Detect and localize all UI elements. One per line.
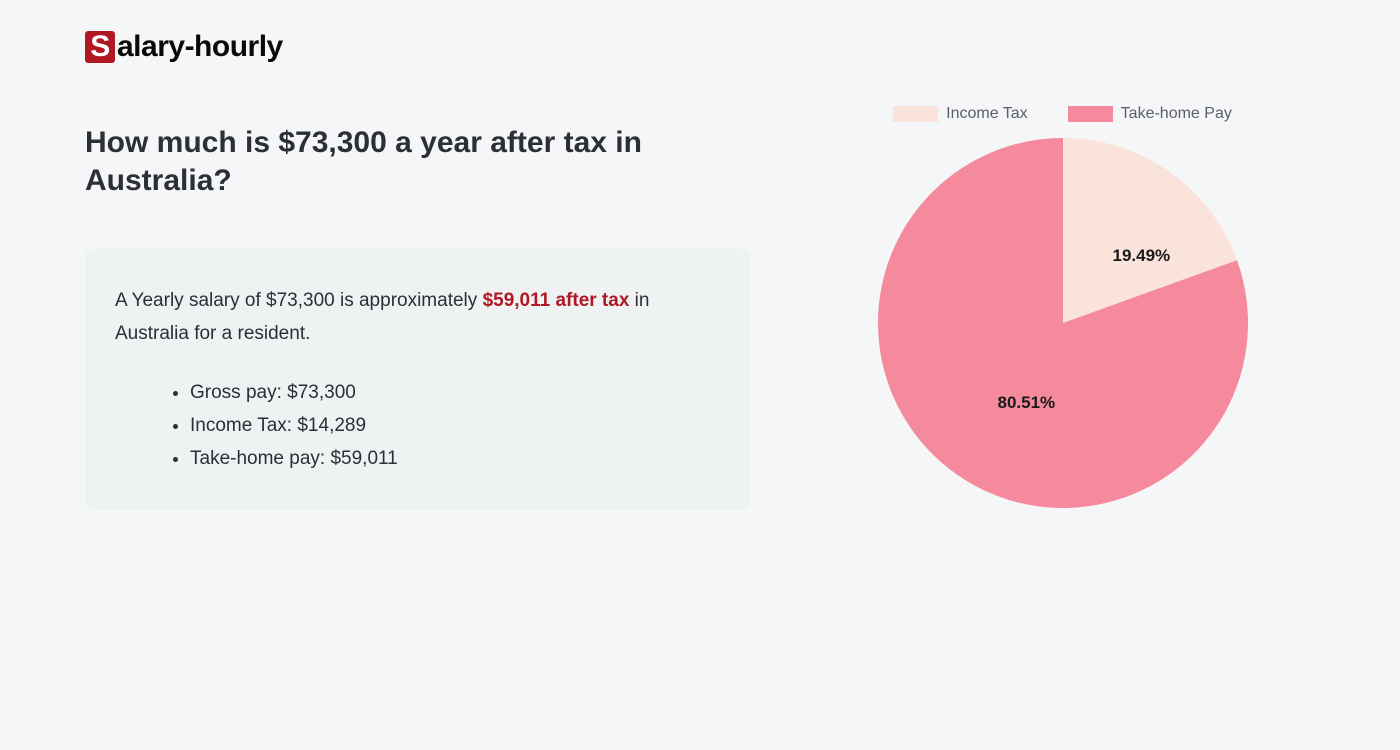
list-item: Income Tax: $14,289 (190, 409, 720, 442)
page-container: Salary-hourly How much is $73,300 a year… (0, 0, 1400, 540)
chart-legend: Income Tax Take-home Pay (810, 105, 1315, 123)
site-logo: Salary-hourly (85, 30, 750, 64)
breakdown-list: Gross pay: $73,300 Income Tax: $14,289 T… (115, 376, 720, 476)
legend-item-income-tax: Income Tax (893, 105, 1028, 123)
pie-label-income-tax: 19.49% (1113, 246, 1171, 266)
logo-badge: S (85, 31, 115, 63)
summary-text: A Yearly salary of $73,300 is approximat… (115, 284, 720, 351)
legend-label: Income Tax (946, 105, 1028, 123)
logo-text: alary-hourly (117, 30, 283, 64)
list-item: Take-home pay: $59,011 (190, 442, 720, 475)
page-title: How much is $73,300 a year after tax in … (85, 124, 750, 199)
left-column: Salary-hourly How much is $73,300 a year… (85, 30, 750, 510)
legend-swatch (893, 106, 938, 122)
list-item: Gross pay: $73,300 (190, 376, 720, 409)
summary-box: A Yearly salary of $73,300 is approximat… (85, 249, 750, 510)
legend-label: Take-home Pay (1121, 105, 1232, 123)
legend-item-take-home: Take-home Pay (1068, 105, 1232, 123)
legend-swatch (1068, 106, 1113, 122)
pie-label-take-home: 80.51% (998, 393, 1056, 413)
summary-prefix: A Yearly salary of $73,300 is approximat… (115, 290, 483, 311)
pie-chart: 19.49% 80.51% (878, 138, 1248, 508)
summary-highlight: $59,011 after tax (483, 290, 630, 311)
right-column: Income Tax Take-home Pay 19.49% 80.51% (810, 30, 1315, 510)
pie-svg (878, 138, 1248, 508)
